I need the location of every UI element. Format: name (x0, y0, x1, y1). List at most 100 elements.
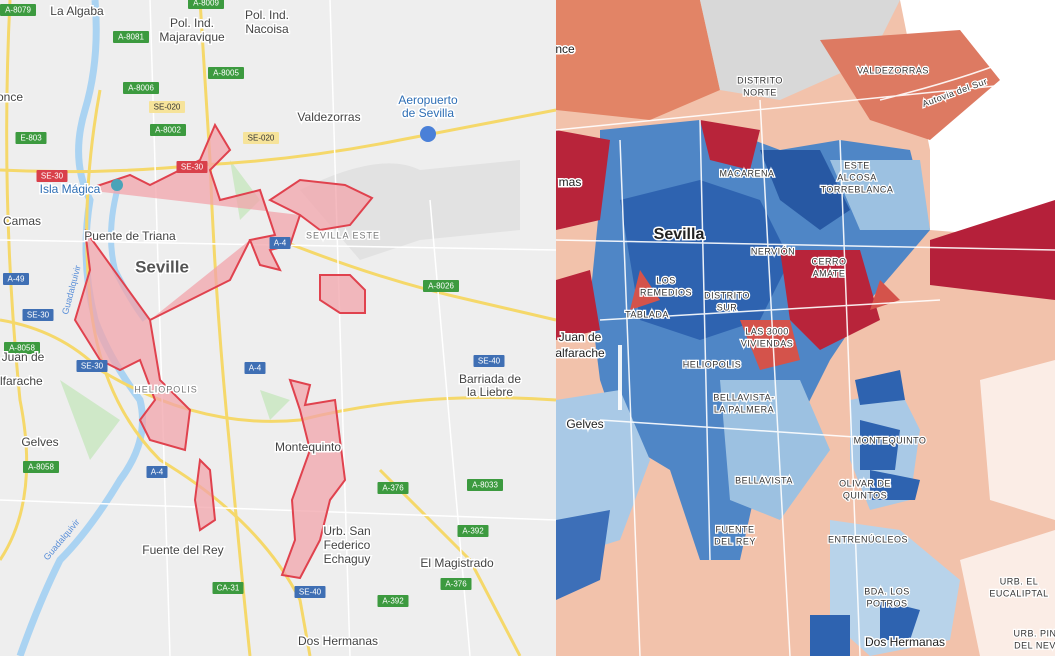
place-label: CERRO (811, 256, 846, 266)
place-label: HELIOPOLIS (683, 359, 742, 369)
place-label: BELLAVISTA- (713, 392, 774, 402)
place-label: Echaguy (324, 552, 371, 566)
place-label: HELIOPOLIS (134, 384, 198, 394)
place-label: MONTEQUINTO (854, 435, 927, 445)
place-label: Dos Hermanas (298, 634, 378, 648)
place-label: LOS (656, 275, 676, 285)
place-label: Gelves (566, 417, 603, 431)
road-shield (15, 132, 47, 144)
place-label: TABLADA (625, 309, 669, 319)
road-label: A-8006 (128, 84, 154, 93)
place-label: NORTE (743, 87, 777, 97)
road-label: SE-30 (81, 362, 104, 371)
road-label: SE-020 (154, 103, 181, 112)
road-shield (76, 360, 108, 372)
road-label: A-4 (151, 468, 164, 477)
place-label: SUR (717, 302, 738, 312)
road-label: A-392 (462, 527, 484, 536)
place-label: REMEDIOS (640, 287, 692, 297)
road-shield (473, 355, 505, 367)
road-label: E-803 (20, 134, 42, 143)
place-label: EUCALIPTAL (989, 588, 1048, 598)
place-label: Puente de Triana (84, 229, 176, 243)
place-label: DISTRITO (704, 290, 750, 300)
road-shield (123, 82, 159, 94)
place-label: DEL NEV (1014, 640, 1055, 650)
road-shield (113, 31, 149, 43)
place-label: n Juan de (0, 350, 45, 364)
road-shield (22, 309, 54, 321)
place-label: FUENTE (716, 524, 755, 534)
place-label: TORREBLANCA (821, 184, 894, 194)
road-label: SE-30 (41, 172, 64, 181)
place-label: SEVILLA ESTE (306, 230, 380, 240)
place-label: OLIVAR DE (839, 478, 891, 488)
road-label: A-8026 (428, 282, 454, 291)
road-label: A-8081 (118, 33, 144, 42)
road-shield (457, 525, 489, 537)
place-label: ENTRENÚCLEOS (828, 534, 908, 544)
road-shield (467, 479, 503, 491)
place-label: ALCOSA (837, 172, 877, 182)
road-label: A-8033 (472, 481, 498, 490)
place-label: Federico (324, 538, 371, 552)
road-shield (440, 578, 472, 590)
road-label: A-8058 (9, 344, 35, 353)
road-label: SE-30 (181, 163, 204, 172)
place-label: Fuente del Rey (142, 543, 223, 557)
place-label: URB. PIN (1013, 628, 1055, 638)
place-label: LAS 3000 (745, 326, 789, 336)
road-label: A-8005 (213, 69, 239, 78)
place-label: Majaravique (159, 30, 225, 44)
place-label: la Liebre (467, 385, 513, 399)
place-label: VALDEZORRAS (857, 65, 929, 75)
road-label: SE-020 (248, 134, 275, 143)
road-shield (36, 170, 68, 182)
road-label: A-8079 (5, 6, 31, 15)
road-shield (269, 237, 291, 249)
place-label: Camas (3, 214, 41, 228)
road-shield (150, 124, 186, 136)
place-label: alfarache (0, 374, 43, 388)
road-shield (208, 67, 244, 79)
place-label: Sevilla (654, 226, 705, 243)
road-shield (176, 161, 208, 173)
road-shield (212, 582, 244, 594)
place-label: Barriada de (459, 372, 521, 386)
place-label: Seville (135, 257, 189, 276)
road-shield (146, 466, 168, 478)
road-label: SE-40 (299, 588, 322, 597)
place-label: LA PALMERA (714, 404, 774, 414)
place-label: de Sevilla (402, 106, 454, 120)
road-shield (188, 0, 224, 9)
place-label: Isla Mágica (40, 182, 101, 196)
place-label: BDA. LOS (864, 586, 910, 596)
place-label: NERVIÓN (751, 246, 795, 256)
road-label: A-8002 (155, 126, 181, 135)
place-label: MACARENA (719, 168, 774, 178)
place-label: POTROS (866, 598, 907, 608)
place-label: nce (555, 42, 575, 56)
place-label: Dos Hermanas (865, 635, 945, 649)
road-shield (294, 586, 326, 598)
place-label: AMATE (813, 268, 846, 278)
road-shield (4, 342, 40, 354)
place-label: Aeropuerto (398, 93, 458, 107)
place-label: URB. EL (1000, 576, 1039, 586)
place-label: Gelves (21, 435, 58, 449)
place-label: Valdezorras (297, 110, 360, 124)
place-label: DEL REY (714, 536, 756, 546)
place-label: Montequinto (275, 440, 341, 454)
road-shield (243, 132, 279, 144)
road-label: A-4 (249, 364, 262, 373)
left-map: A-8079 A-8009 A-8081 A-8006 A-8005 SE-020 A-80… (0, 0, 557, 658)
place-label: Pol. Ind. (170, 16, 214, 30)
place-label: QUINTOS (843, 490, 887, 500)
road-label: CA-31 (217, 584, 240, 593)
place-label: alfarache (555, 346, 605, 360)
road-label: A-8009 (193, 0, 219, 8)
road-shield (149, 101, 185, 113)
place-label: Juan de (559, 330, 602, 344)
